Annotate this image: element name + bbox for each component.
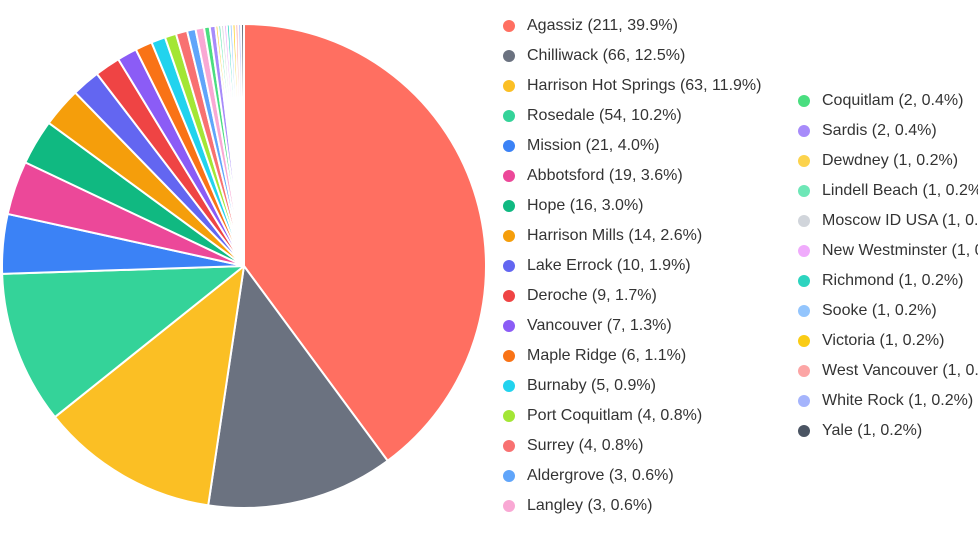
legend-item[interactable]: West Vancouver (1, 0.2%) — [798, 356, 978, 386]
legend-label: Yale (1, 0.2%) — [822, 422, 923, 439]
legend-label: Burnaby (5, 0.9%) — [527, 377, 656, 394]
legend-swatch — [503, 470, 515, 482]
legend-item[interactable]: Port Coquitlam (4, 0.8%) — [503, 401, 761, 431]
legend-label: Sardis (2, 0.4%) — [822, 122, 937, 139]
legend-swatch — [503, 260, 515, 272]
legend-column-2: Coquitlam (2, 0.4%) Sardis (2, 0.4%) Dewdn… — [798, 86, 978, 446]
legend-swatch — [798, 125, 810, 137]
legend-item[interactable]: Rosedale (54, 10.2%) — [503, 101, 761, 131]
legend-item[interactable]: Harrison Hot Springs (63, 11.9%) — [503, 71, 761, 101]
legend-item[interactable]: Victoria (1, 0.2%) — [798, 326, 978, 356]
legend-swatch — [798, 155, 810, 167]
legend-label: Victoria (1, 0.2%) — [822, 332, 945, 349]
legend-item[interactable]: Vancouver (7, 1.3%) — [503, 311, 761, 341]
legend-swatch — [503, 50, 515, 62]
legend-label: Abbotsford (19, 3.6%) — [527, 167, 683, 184]
legend-label: Moscow ID USA (1, 0.2%) — [822, 212, 978, 229]
legend-label: Richmond (1, 0.2%) — [822, 272, 964, 289]
legend-swatch — [503, 20, 515, 32]
legend-item[interactable]: Sooke (1, 0.2%) — [798, 296, 978, 326]
legend-label: Mission (21, 4.0%) — [527, 137, 660, 154]
legend-item[interactable]: Chilliwack (66, 12.5%) — [503, 41, 761, 71]
legend-item[interactable]: Maple Ridge (6, 1.1%) — [503, 341, 761, 371]
legend-swatch — [503, 170, 515, 182]
legend-label: White Rock (1, 0.2%) — [822, 392, 974, 409]
legend-item[interactable]: Aldergrove (3, 0.6%) — [503, 461, 761, 491]
legend-label: Harrison Hot Springs (63, 11.9%) — [527, 77, 762, 94]
legend-label: Vancouver (7, 1.3%) — [527, 317, 672, 334]
legend-item[interactable]: Lake Errock (10, 1.9%) — [503, 251, 761, 281]
legend-label: Dewdney (1, 0.2%) — [822, 152, 959, 169]
legend-swatch — [798, 185, 810, 197]
legend-swatch — [503, 350, 515, 362]
legend-label: Lindell Beach (1, 0.2%) — [822, 182, 978, 199]
legend-label: New Westminster (1, 0.2%) — [822, 242, 978, 259]
legend-item[interactable]: Agassiz (211, 39.9%) — [503, 11, 761, 41]
legend-swatch — [798, 275, 810, 287]
legend-item[interactable]: Hope (16, 3.0%) — [503, 191, 761, 221]
legend-label: Maple Ridge (6, 1.1%) — [527, 347, 687, 364]
legend-swatch — [798, 365, 810, 377]
legend-item[interactable]: Sardis (2, 0.4%) — [798, 116, 978, 146]
legend-label: Port Coquitlam (4, 0.8%) — [527, 407, 703, 424]
legend-item[interactable]: White Rock (1, 0.2%) — [798, 386, 978, 416]
legend-swatch — [798, 215, 810, 227]
legend-swatch — [503, 380, 515, 392]
legend-item[interactable]: Coquitlam (2, 0.4%) — [798, 86, 978, 116]
legend-swatch — [503, 290, 515, 302]
legend-label: Harrison Mills (14, 2.6%) — [527, 227, 703, 244]
legend-swatch — [503, 200, 515, 212]
legend-swatch — [798, 335, 810, 347]
legend-label: Hope (16, 3.0%) — [527, 197, 644, 214]
legend-label: Aldergrove (3, 0.6%) — [527, 467, 674, 484]
legend-item[interactable]: Lindell Beach (1, 0.2%) — [798, 176, 978, 206]
legend-swatch — [798, 425, 810, 437]
legend-label: Lake Errock (10, 1.9%) — [527, 257, 691, 274]
legend-column-1: Agassiz (211, 39.9%) Chilliwack (66, 12.5… — [503, 11, 761, 521]
legend-label: Langley (3, 0.6%) — [527, 497, 653, 514]
legend-swatch — [503, 410, 515, 422]
legend-label: Coquitlam (2, 0.4%) — [822, 92, 964, 109]
legend-swatch — [503, 230, 515, 242]
legend-item[interactable]: Burnaby (5, 0.9%) — [503, 371, 761, 401]
legend-swatch — [503, 80, 515, 92]
legend-label: West Vancouver (1, 0.2%) — [822, 362, 978, 379]
legend-item[interactable]: New Westminster (1, 0.2%) — [798, 236, 978, 266]
legend-item[interactable]: Mission (21, 4.0%) — [503, 131, 761, 161]
legend-label: Surrey (4, 0.8%) — [527, 437, 644, 454]
legend-item[interactable]: Surrey (4, 0.8%) — [503, 431, 761, 461]
legend-label: Rosedale (54, 10.2%) — [527, 107, 682, 124]
pie-slice-3[interactable] — [1, 265, 245, 419]
legend-item[interactable]: Deroche (9, 1.7%) — [503, 281, 761, 311]
legend-swatch — [503, 110, 515, 122]
legend-swatch — [798, 245, 810, 257]
legend-swatch — [503, 140, 515, 152]
legend-label: Sooke (1, 0.2%) — [822, 302, 937, 319]
pie-slice-0[interactable] — [243, 23, 487, 462]
legend-item[interactable]: Richmond (1, 0.2%) — [798, 266, 978, 296]
legend-swatch — [503, 440, 515, 452]
legend-label: Deroche (9, 1.7%) — [527, 287, 657, 304]
legend-item[interactable]: Harrison Mills (14, 2.6%) — [503, 221, 761, 251]
legend-swatch — [798, 305, 810, 317]
pie-plot — [1, 23, 487, 509]
legend-item[interactable]: Moscow ID USA (1, 0.2%) — [798, 206, 978, 236]
legend-item[interactable]: Langley (3, 0.6%) — [503, 491, 761, 521]
pie-slice-28[interactable] — [240, 23, 245, 267]
pie-slice-2[interactable] — [53, 265, 245, 507]
legend-swatch — [503, 320, 515, 332]
legend-label: Chilliwack (66, 12.5%) — [527, 47, 686, 64]
legend-swatch — [798, 395, 810, 407]
legend-item[interactable]: Abbotsford (19, 3.6%) — [503, 161, 761, 191]
legend-label: Agassiz (211, 39.9%) — [527, 17, 678, 34]
legend-item[interactable]: Dewdney (1, 0.2%) — [798, 146, 978, 176]
pie-slice-1[interactable] — [207, 265, 389, 509]
legend-item[interactable]: Yale (1, 0.2%) — [798, 416, 978, 446]
legend-swatch — [798, 95, 810, 107]
legend-swatch — [503, 500, 515, 512]
